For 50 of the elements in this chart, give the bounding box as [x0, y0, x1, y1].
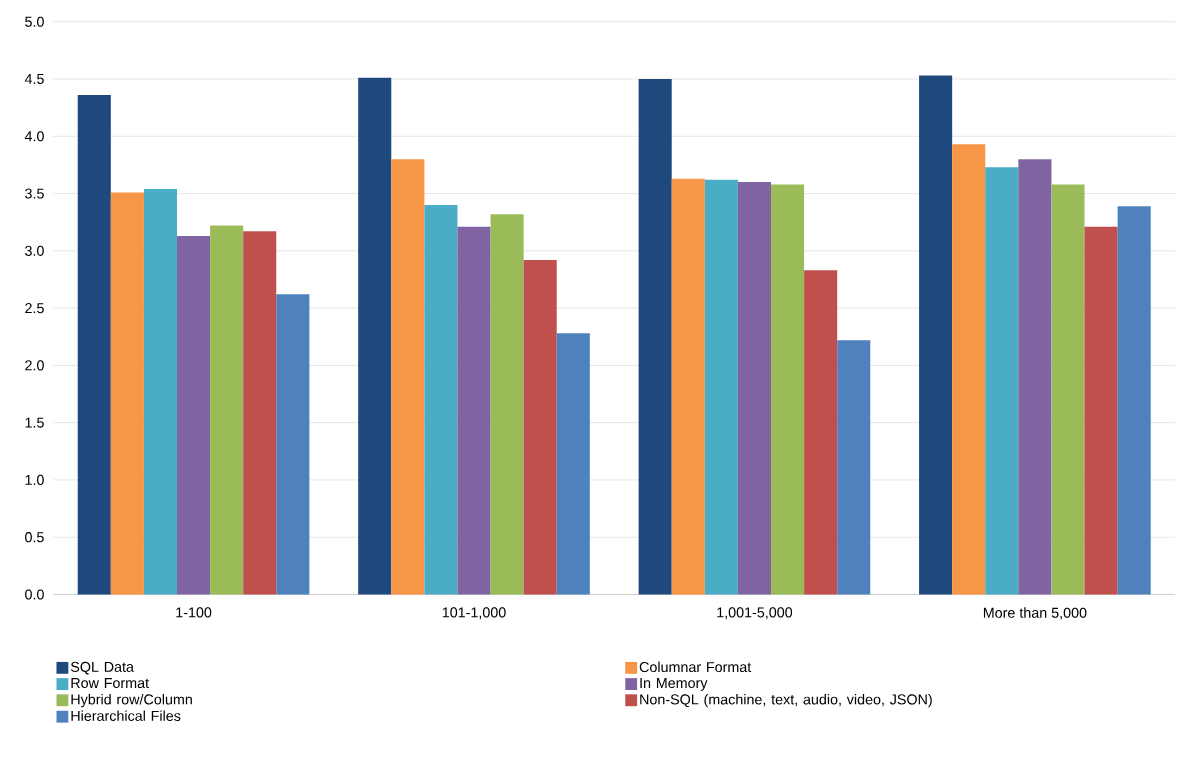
y-tick-label: 4.0 — [24, 131, 44, 142]
bar — [110, 192, 144, 595]
y-tick-label: 0.5 — [25, 532, 44, 543]
bar — [704, 179, 738, 595]
bar — [358, 77, 392, 595]
y-tick-label: 1.0 — [25, 474, 44, 485]
bar — [177, 235, 211, 595]
bar — [952, 144, 986, 595]
bar — [919, 75, 953, 595]
x-tick-label: 101-1,000 — [442, 607, 506, 620]
bar — [1084, 226, 1118, 595]
bar — [143, 188, 178, 595]
legend-label: Non-SQL (machine, text, audio, video, JSON) — [640, 693, 932, 708]
y-tick-label: 2.0 — [25, 360, 44, 371]
legend-label: In Memory — [640, 678, 708, 691]
bar — [671, 178, 705, 595]
bar — [1018, 159, 1052, 595]
legend-label: Row Format — [71, 678, 149, 689]
y-tick-label: 3.0 — [25, 245, 44, 256]
bar — [276, 294, 310, 595]
legend-label: Columnar Format — [639, 661, 752, 673]
bar — [556, 333, 590, 595]
bar — [424, 204, 458, 595]
y-tick-label: 5.0 — [25, 16, 44, 27]
x-tick-label: 1,001-5,000 — [717, 607, 793, 620]
bar — [490, 214, 524, 595]
bar — [985, 167, 1019, 595]
legend-label: SQL Data — [70, 661, 134, 675]
bar — [771, 184, 805, 595]
y-tick-label: 1.5 — [25, 417, 44, 428]
y-tick-label: 3.5 — [25, 188, 44, 199]
y-tick-label: 4.5 — [24, 73, 44, 84]
bar — [1117, 206, 1151, 595]
bar — [837, 340, 871, 595]
y-tick-label: 0.0 — [25, 589, 44, 600]
x-tick-label: 1-100 — [176, 607, 212, 618]
bar — [737, 182, 771, 595]
bar — [391, 159, 425, 595]
bar — [804, 270, 838, 595]
legend-label: Hybrid row/Column — [71, 693, 192, 708]
bar — [243, 231, 277, 595]
bar — [457, 226, 491, 595]
y-tick-label: 2.5 — [25, 302, 44, 314]
bar — [77, 95, 111, 595]
legend-label: Hierarchical Files — [71, 710, 181, 721]
bar — [638, 78, 672, 595]
x-tick-label: More than 5,000 — [983, 607, 1087, 620]
bar — [523, 259, 557, 595]
bar — [210, 225, 244, 595]
bar — [1051, 184, 1085, 595]
